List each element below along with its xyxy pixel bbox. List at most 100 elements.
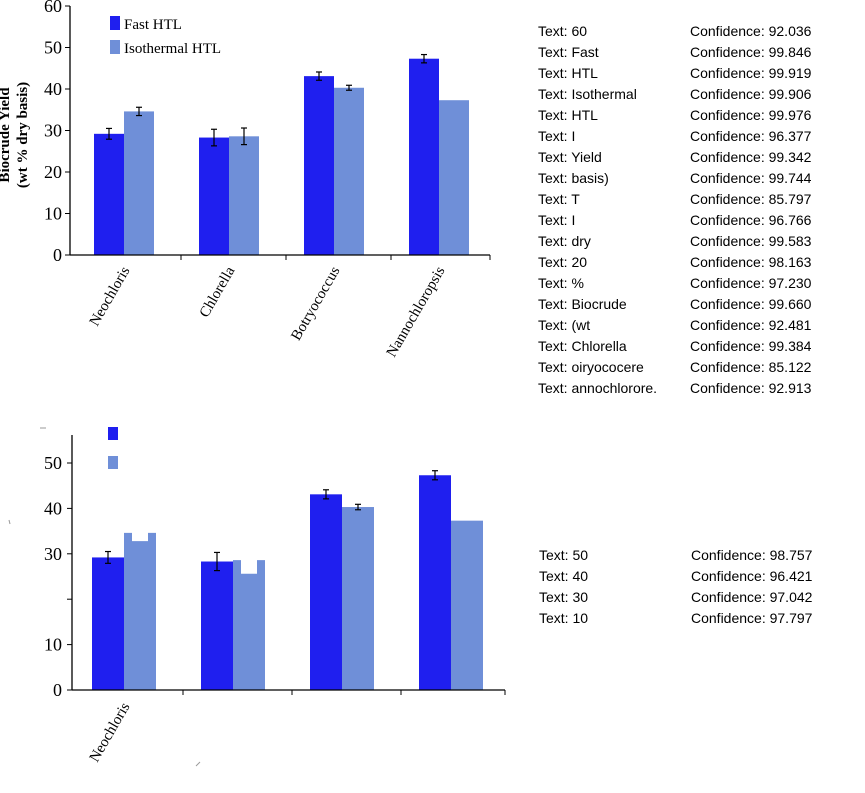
ocr-text: Text: Chlorella: [538, 338, 627, 354]
y-tick-label-60: 60: [44, 0, 62, 16]
bar-isothermal-htl-nannochloropsis: [439, 100, 469, 255]
ocr-confidence: Confidence: 85.122: [690, 359, 812, 375]
legend-label-fast-htl: Fast HTL: [124, 17, 182, 33]
ocr-confidence: Confidence: 99.744: [690, 170, 812, 186]
bar-series-1-category-3: [310, 494, 342, 690]
bar-series-2-category-4: [451, 520, 483, 690]
y-tick-label-40: 40: [44, 498, 62, 518]
bar-series-2-neochloris: [124, 532, 156, 690]
ocr-text: Text: 30: [539, 589, 589, 605]
ocr-text: Text: HTL: [538, 107, 598, 123]
legend-swatch-fast-htl: [110, 16, 120, 30]
y-tick-label-20: 20: [44, 162, 62, 182]
bar-fast-htl-chlorella: [199, 137, 229, 255]
ocr-text: Text: (wt: [538, 317, 591, 333]
y-tick-label-0: 0: [53, 680, 62, 700]
ocr-confidence: Confidence: 99.906: [690, 86, 812, 102]
y-tick-label-50: 50: [44, 38, 62, 58]
bar-series-1-category-4: [419, 475, 451, 690]
ocr-confidence: Confidence: 99.342: [690, 149, 812, 165]
error-bar-fast-htl-chlorella: [211, 128, 217, 147]
error-bar-fast-htl-neochloris: [106, 127, 112, 140]
ocr-text: Text: T: [538, 191, 580, 207]
ocr-confidence: Confidence: 98.163: [690, 254, 812, 270]
ocr-text: Text: 60: [538, 23, 588, 39]
x-tick-label-chlorella: Chlorella: [197, 264, 239, 321]
ocr-text: Text: HTL: [538, 65, 598, 81]
ocr-confidence: Confidence: 97.797: [691, 610, 813, 626]
ocr-text: Text: 20: [538, 254, 588, 270]
error-bar-series-1-category-2: [214, 551, 220, 572]
ocr-text: Text: I: [538, 212, 576, 228]
ocr-confidence: Confidence: 98.757: [691, 547, 813, 563]
x-tick-label-neochloris: Neochloris: [87, 264, 134, 329]
ocr-confidence: Confidence: 99.583: [690, 233, 812, 249]
ocr-confidence: Confidence: 96.766: [690, 212, 812, 228]
ocr-confidence: Confidence: 96.377: [690, 128, 812, 144]
ocr-text: Text: oiryococere: [538, 359, 644, 375]
legend-swatch-isothermal-htl: [110, 40, 120, 54]
legend-label-isothermal-htl: Isothermal HTL: [124, 41, 221, 57]
ocr-confidence: Confidence: 99.846: [690, 44, 812, 60]
y-tick-label-40: 40: [44, 79, 62, 99]
bar-series-2-category-2: [233, 560, 265, 690]
top-y-axis-label: Biocrude Yield (wt % dry basis): [0, 82, 31, 188]
ocr-confidence: Confidence: 97.042: [691, 589, 813, 605]
ocr-confidence: Confidence: 96.421: [691, 568, 813, 584]
ocr-confidence: Confidence: 92.913: [690, 380, 812, 396]
ocr-confidence: Confidence: 99.384: [690, 338, 812, 354]
top-bar-chart: Biocrude Yield (wt % dry basis) 0 10 20 30 4…: [0, 0, 491, 360]
scan-marks: [8, 427, 201, 767]
error-bar-isothermal-htl-chlorella: [241, 127, 247, 146]
ocr-confidence: Confidence: 85.797: [690, 191, 812, 207]
error-bar-fast-htl-nannochloropsis: [421, 53, 427, 64]
bar-series-1-category-2: [201, 561, 233, 690]
ocr-confidence: Confidence: 92.481: [690, 317, 812, 333]
error-bar-isothermal-htl-botryococcus: [346, 84, 352, 91]
bar-fast-htl-botryococcus: [304, 76, 334, 255]
legend-swatch-isothermal: [108, 456, 118, 469]
error-bar-isothermal-htl-neochloris: [136, 106, 142, 117]
top-y-axis-label-line-2: (wt % dry basis): [15, 82, 31, 188]
ocr-confidence: Confidence: 97.230: [690, 275, 812, 291]
bar-series-1-neochloris: [92, 557, 124, 690]
bar-fast-htl-nannochloropsis: [409, 58, 439, 255]
ocr-text: Text: Fast: [538, 44, 599, 60]
ocr-text: Text: dry: [538, 233, 591, 249]
bar-fast-htl-neochloris: [94, 133, 124, 255]
ocr-confidence: Confidence: 99.976: [690, 107, 812, 123]
legend-swatch-fast: [108, 427, 118, 440]
bottom-bar-chart: 0 10 30 40 50 Neochloris: [8, 427, 506, 767]
error-bar-series-2-category-3: [355, 503, 361, 511]
ocr-text: Text: %: [538, 275, 584, 291]
y-tick-label-0: 0: [53, 245, 62, 265]
ocr-confidence: Confidence: 99.919: [690, 65, 812, 81]
bar-series-2-category-3: [342, 507, 374, 690]
error-bar-series-1-neochloris: [105, 550, 111, 564]
ocr-text: Text: Yield: [538, 149, 602, 165]
scan-mark: [195, 761, 201, 767]
ocr-text: Text: Isothermal: [538, 86, 637, 102]
x-tick-label-nannochloropsis: Nannochloropsis: [384, 264, 449, 360]
ocr-text: Text: 10: [539, 610, 589, 626]
bar-isothermal-htl-neochloris: [124, 111, 154, 255]
bar-isothermal-htl-chlorella: [229, 136, 259, 255]
bar-isothermal-htl-botryococcus: [334, 87, 364, 255]
ocr-confidence: Confidence: 99.660: [690, 296, 812, 312]
y-tick-label-10: 10: [44, 204, 62, 224]
x-tick-label-neochloris: Neochloris: [87, 700, 134, 765]
y-tick-label-30: 30: [44, 544, 62, 564]
top-y-axis-label-line-1: Biocrude Yield: [0, 87, 13, 183]
ocr-text: Text: annochlorore.: [538, 380, 658, 396]
top-legend: Fast HTL Isothermal HTL: [110, 16, 221, 57]
error-bar-series-1-category-4: [432, 470, 438, 481]
ocr-text: Text: 50: [539, 547, 589, 563]
ocr-text: Text: basis): [538, 170, 609, 186]
ocr-text: Text: 40: [539, 568, 589, 584]
ocr-confidence: Confidence: 92.036: [690, 23, 812, 39]
x-tick-label-botryococcus: Botryococcus: [288, 264, 343, 344]
ocr-text: Text: I: [538, 128, 576, 144]
error-bar-fast-htl-botryococcus: [316, 71, 322, 81]
y-tick-label-50: 50: [44, 453, 62, 473]
scan-mark: [8, 519, 11, 525]
